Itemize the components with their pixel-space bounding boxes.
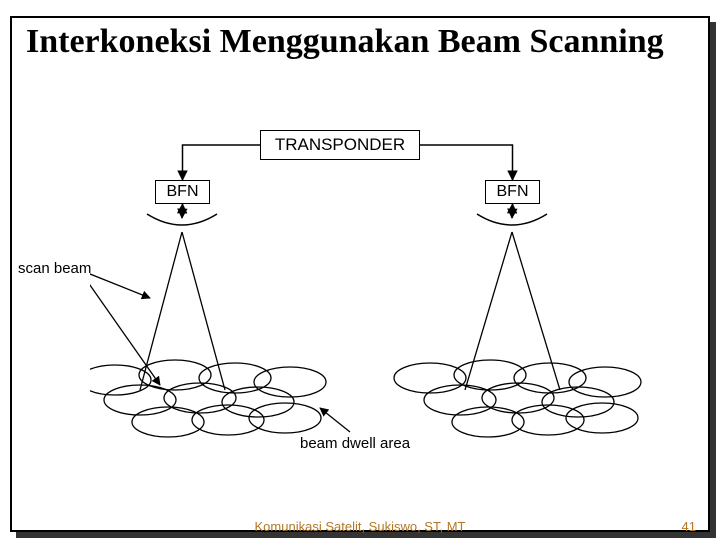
antenna-arcs <box>147 214 547 225</box>
slide-title: Interkoneksi Menggunakan Beam Scanning <box>26 22 686 63</box>
scan-beam-label: scan beam <box>18 260 91 277</box>
diagram-svg <box>90 130 650 480</box>
page-number: 41 <box>682 519 696 534</box>
footer-text: Komunikasi Satelit, Sukiswo, ST, MT <box>0 519 720 534</box>
diagram-container: TRANSPONDER BFN BFN scan beam beam dwell… <box>90 130 650 480</box>
beam-cones <box>140 232 560 390</box>
footprint-ellipses <box>90 360 641 437</box>
connector-lines <box>182 145 513 218</box>
